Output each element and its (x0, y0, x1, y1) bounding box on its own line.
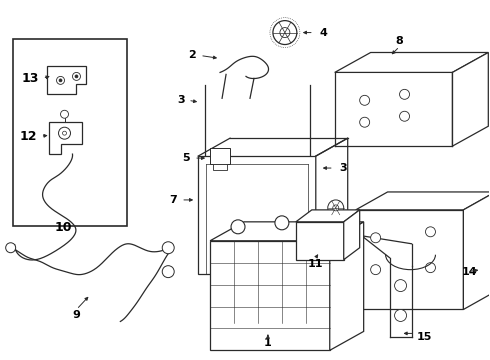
Polygon shape (464, 192, 490, 310)
Circle shape (231, 220, 245, 234)
Text: 12: 12 (19, 130, 37, 143)
Text: 5: 5 (183, 153, 190, 163)
Circle shape (58, 127, 71, 139)
Text: 4: 4 (320, 28, 328, 37)
Polygon shape (356, 210, 464, 310)
Circle shape (333, 205, 339, 211)
Circle shape (73, 72, 80, 80)
Circle shape (61, 110, 69, 118)
Text: 8: 8 (396, 36, 403, 46)
Circle shape (370, 265, 381, 275)
Polygon shape (335, 53, 489, 72)
Polygon shape (296, 222, 343, 260)
Text: 2: 2 (188, 50, 196, 60)
Text: 9: 9 (73, 310, 80, 320)
Text: 6: 6 (350, 225, 358, 235)
Polygon shape (198, 156, 316, 274)
Circle shape (360, 117, 369, 127)
Circle shape (273, 21, 297, 45)
Circle shape (56, 76, 65, 84)
Circle shape (59, 79, 62, 82)
Circle shape (328, 200, 343, 216)
Polygon shape (47, 67, 86, 94)
Polygon shape (49, 122, 82, 154)
Bar (213, 164, 227, 170)
Circle shape (360, 95, 369, 105)
Polygon shape (316, 138, 348, 274)
Text: 3: 3 (177, 95, 185, 105)
Circle shape (370, 233, 381, 243)
Polygon shape (452, 53, 489, 146)
Text: 10: 10 (55, 221, 72, 234)
Circle shape (280, 28, 290, 37)
Circle shape (425, 263, 436, 273)
Circle shape (399, 89, 410, 99)
Text: 3: 3 (340, 163, 347, 173)
Polygon shape (343, 210, 360, 260)
Polygon shape (296, 210, 360, 222)
Polygon shape (356, 192, 490, 210)
Polygon shape (210, 222, 364, 241)
Text: 14: 14 (462, 267, 477, 276)
Text: 15: 15 (417, 332, 432, 342)
Polygon shape (210, 241, 330, 350)
Text: 11: 11 (308, 259, 323, 269)
Circle shape (6, 243, 16, 253)
Bar (13, 39, 127, 226)
Circle shape (75, 75, 78, 78)
Circle shape (399, 111, 410, 121)
Circle shape (63, 131, 67, 135)
Circle shape (425, 227, 436, 237)
Circle shape (275, 216, 289, 230)
Circle shape (162, 242, 174, 254)
Text: 1: 1 (264, 338, 272, 348)
Polygon shape (330, 222, 364, 350)
Bar (210, 148, 230, 164)
Circle shape (394, 280, 407, 292)
Circle shape (162, 266, 174, 278)
Text: 13: 13 (21, 72, 39, 85)
Circle shape (394, 310, 407, 321)
Text: 7: 7 (170, 195, 177, 205)
